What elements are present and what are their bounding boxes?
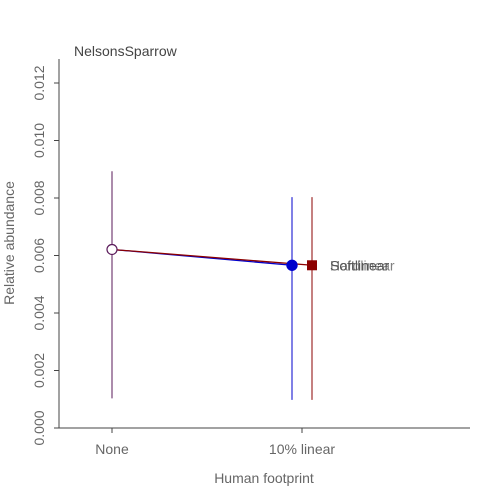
- series-label: Softlinear: [330, 257, 389, 273]
- y-tick-label: 0.010: [31, 123, 47, 158]
- chart-title: NelsonsSparrow: [74, 43, 178, 59]
- y-tick-label: 0.000: [31, 410, 47, 445]
- baseline-point: [106, 243, 118, 256]
- x-tick-label: None: [95, 441, 129, 457]
- axes: [58, 59, 470, 429]
- y-tick-label: 0.012: [31, 65, 47, 100]
- y-ticks: 0.000 0.002 0.004 0.006 0.008 0.010 0.012: [31, 65, 59, 446]
- y-tick-label: 0.006: [31, 238, 47, 273]
- y-tick-label: 0.002: [31, 353, 47, 388]
- x-tick-label: 10% linear: [269, 441, 335, 457]
- y-tick-label: 0.008: [31, 180, 47, 215]
- x-ticks: None 10% linear: [95, 428, 335, 457]
- y-axis-label: Relative abundance: [1, 181, 17, 305]
- series-label: Hardlinear: [330, 257, 395, 273]
- series-connector: [111, 248, 313, 266]
- y-tick-label: 0.004: [31, 295, 47, 330]
- series-point: [307, 260, 317, 271]
- series-point: [286, 259, 298, 271]
- x-axis-label: Human footprint: [214, 470, 314, 486]
